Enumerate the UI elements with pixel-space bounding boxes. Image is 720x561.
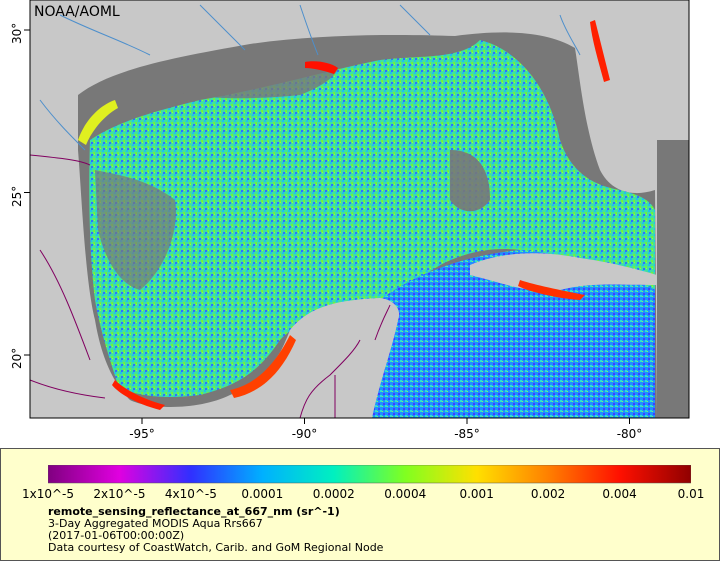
map-frame bbox=[29, 0, 690, 419]
x-tick-label: -90° bbox=[291, 427, 318, 441]
credit-label: NOAA/AOML bbox=[34, 4, 120, 20]
y-tick-label: 25° bbox=[10, 185, 24, 207]
x-tick-label: -85° bbox=[454, 427, 480, 441]
colorbar-tick-label: 0.0002 bbox=[312, 487, 355, 501]
reflectance-data-main bbox=[89, 40, 656, 397]
coastal-red-tabasco bbox=[230, 335, 296, 398]
colorbar-tick-label: 0.001 bbox=[459, 487, 494, 501]
x-tick-marks bbox=[141, 418, 630, 424]
rivers bbox=[39, 4, 581, 151]
colorbar-tick-label: 0.002 bbox=[530, 487, 566, 501]
cuba-land bbox=[470, 253, 657, 292]
colorbar-tick-label: 4x10^-5 bbox=[164, 487, 217, 501]
time-stamp: (2017-01-06T00:00:00Z) bbox=[48, 529, 185, 542]
yucatan-land bbox=[230, 298, 400, 418]
no-data-gap-east bbox=[450, 150, 490, 212]
coastal-red-tamaulipas bbox=[112, 380, 165, 410]
map-canvas[interactable] bbox=[0, 0, 720, 448]
colorbar bbox=[48, 465, 691, 484]
colorbar-tick-label: 2x10^-5 bbox=[93, 487, 146, 501]
coastal-red-florida bbox=[590, 20, 610, 82]
florida-land bbox=[575, 10, 657, 187]
legend-panel: 1x10^-5 2x10^-5 4x10^-5 0.0001 0.0002 0.0004 0… bbox=[0, 448, 720, 561]
y-tick-label: 30° bbox=[10, 22, 24, 44]
dataset-name: 3-Day Aggregated MODIS Aqua Rrs667 bbox=[48, 517, 263, 530]
coastal-red-mississippi bbox=[305, 61, 338, 74]
y-tick-label: 20° bbox=[10, 347, 24, 369]
x-tick-label: -80° bbox=[616, 427, 643, 441]
map-area: NOAA/AOML -95° -90° -85° -80° 30° 25° 20° bbox=[0, 0, 720, 448]
no-data-gap-north bbox=[170, 48, 340, 99]
colorbar-tick-label: 0.01 bbox=[677, 487, 705, 501]
coastal-green-texas bbox=[78, 100, 118, 145]
colorbar-tick-label: 0.0001 bbox=[241, 487, 284, 501]
colorbar-tick-label: 1x10^-5 bbox=[21, 487, 75, 501]
political-borders bbox=[29, 154, 391, 419]
colorbar-tick-label: 0.0004 bbox=[384, 487, 427, 501]
y-tick-marks bbox=[24, 29, 30, 356]
colorbar-gradient bbox=[48, 465, 691, 484]
x-tick-label: -95° bbox=[129, 427, 155, 441]
no-data-gap-west bbox=[95, 170, 176, 290]
reflectance-data-caribbean bbox=[370, 250, 655, 418]
land-east bbox=[657, 0, 689, 140]
coastal-red-cuba bbox=[518, 280, 585, 300]
courtesy-text: Data courtesy of CoastWatch, Carib. and … bbox=[48, 541, 384, 554]
colorbar-tick-label: 0.004 bbox=[602, 487, 637, 501]
variable-name: remote_sensing_reflectance_at_667_nm (sr… bbox=[48, 505, 340, 518]
